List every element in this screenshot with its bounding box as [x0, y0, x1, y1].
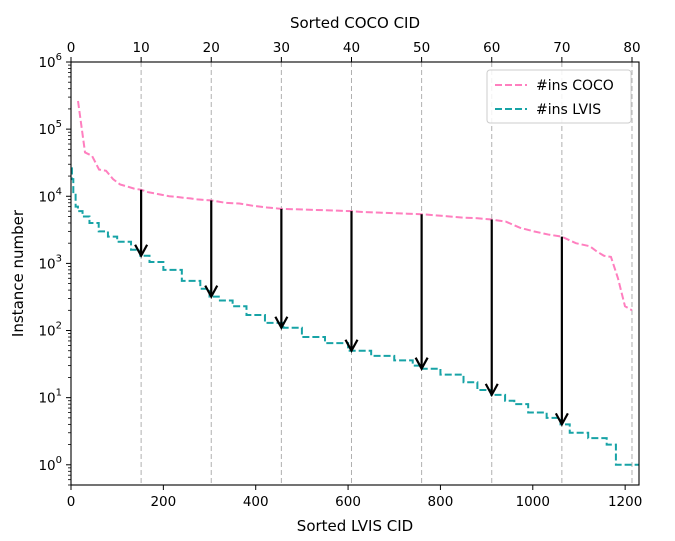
legend-box: [486, 69, 632, 124]
x-axis-title-bottom: Sorted LVIS CID: [297, 517, 413, 535]
x-bottom-tick-label: 1200: [608, 494, 642, 510]
y-tick-label: 103: [38, 253, 62, 272]
x-bottom-tick-label: 600: [335, 494, 361, 510]
series-lines: [70, 100, 639, 466]
x-top-tick-label: 30: [273, 40, 290, 56]
arrow-20: [204, 200, 219, 299]
legend-label-1: #ins LVIS: [536, 102, 601, 118]
x-bottom-tick-label: 200: [150, 494, 176, 510]
x-axis-title-top: Sorted COCO CID: [290, 14, 420, 32]
arrow-60: [484, 219, 499, 398]
arrow-10: [134, 189, 149, 259]
arrow-70: [554, 236, 569, 427]
x-bottom-tick-label: 800: [428, 494, 454, 510]
reduction-arrows: [134, 189, 569, 427]
x-top-tick-label: 0: [67, 40, 76, 56]
y-tick-label: 105: [38, 119, 62, 138]
x-top-tick-label: 50: [413, 40, 430, 56]
series-line-1: [70, 167, 639, 466]
y-tick-label: 100: [38, 455, 62, 474]
y-tick-label: 106: [38, 52, 62, 71]
x-top-tick-label: 60: [483, 40, 500, 56]
y-tick-label: 102: [38, 321, 62, 340]
x-bottom-tick-label: 1000: [516, 494, 550, 510]
legend: #ins COCO #ins LVIS: [486, 69, 632, 124]
x-top-tick-label: 10: [133, 40, 150, 56]
axis-ticks: 0 200 400 600 800 1000 1200 0 10 20 30 40 50 60 70 80 10…: [38, 40, 642, 510]
x-bottom-tick-label: 400: [243, 494, 269, 510]
plot-area-frame: [70, 61, 640, 486]
arrow-50: [414, 214, 429, 371]
legend-label-0: #ins COCO: [536, 78, 614, 94]
arrow-40: [344, 211, 359, 354]
x-top-tick-label: 40: [343, 40, 360, 56]
vertical-gridlines: [140, 62, 633, 485]
y-tick-label: 101: [38, 388, 62, 407]
x-top-tick-label: 70: [553, 40, 570, 56]
x-top-tick-label: 20: [203, 40, 220, 56]
y-axis-title: Instance number: [9, 209, 27, 337]
series-line-0: [77, 100, 633, 312]
x-bottom-tick-label: 0: [67, 494, 76, 510]
y-tick-label: 104: [38, 186, 62, 205]
x-top-tick-label: 80: [623, 40, 640, 56]
arrow-30: [274, 208, 289, 331]
